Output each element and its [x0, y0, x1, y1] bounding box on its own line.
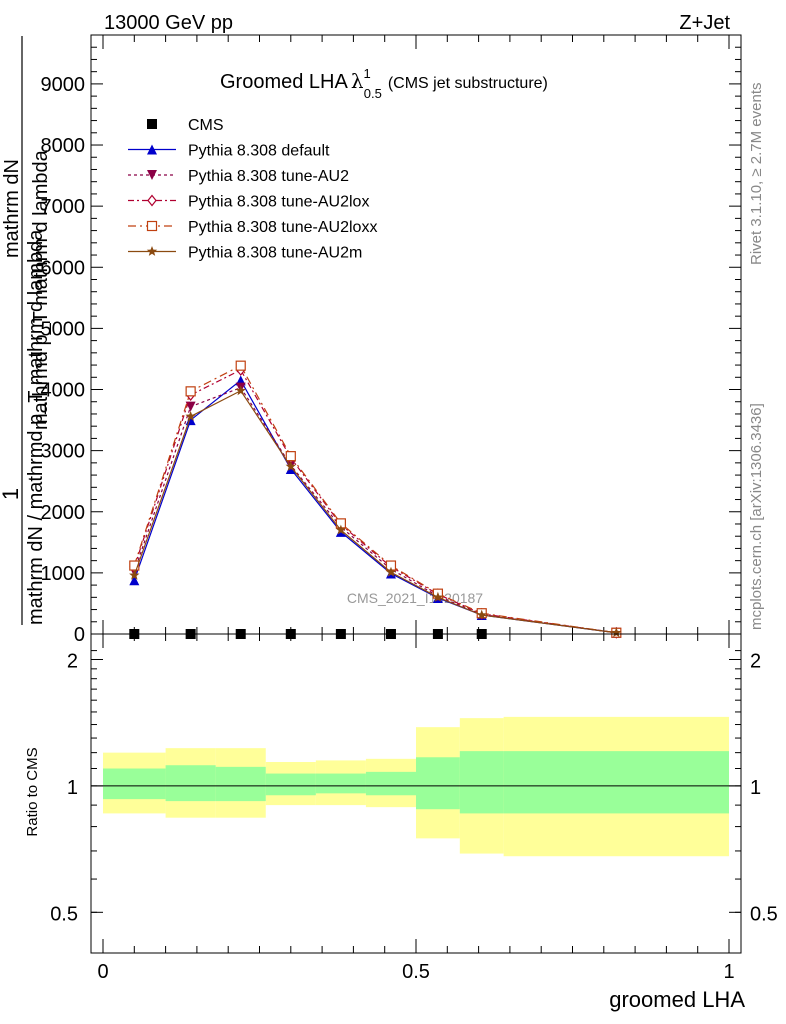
rivet-version-label: Rivet 3.1.10, ≥ 2.7M events [748, 83, 765, 266]
stat-band-segment [103, 768, 166, 800]
ratio-panel: 0.5 0.51 12 2 0 0.5 1 Ratio to CMS groomed LH… [24, 633, 778, 1012]
ratio-x-ticks: 0 0.5 1 [97, 634, 735, 983]
series-line [133, 386, 617, 634]
chart-title-note: (CMS jet substructure) [388, 75, 548, 92]
legend-marker [146, 220, 158, 232]
legend-marker [146, 246, 158, 256]
stat-band-segment [459, 751, 504, 814]
ratio-y-tick-label: 1 [67, 777, 78, 799]
legend-label: Pythia 8.308 tune-AU2m [188, 245, 362, 262]
main-y-tick-label: 1000 [41, 563, 86, 585]
legend-label: Pythia 8.308 tune-AU2lox [188, 194, 369, 211]
stat-band-segment [215, 766, 266, 802]
legend-marker [147, 144, 157, 155]
stat-band-segment [416, 757, 460, 810]
legend-label: CMS [188, 117, 224, 134]
chart-title-sub: 0.5 [364, 86, 382, 101]
mcplots-label: mcplots.cern.ch [arXiv:1306.3436] [748, 403, 765, 630]
ratio-y-tick-label: 0.5 [50, 903, 78, 925]
ratio-y-tick-label: 2 [67, 650, 78, 672]
ylabel-numerator: 1 [0, 488, 23, 500]
x-axis-label: groomed LHA [609, 987, 745, 1012]
legend-label: Pythia 8.308 tune-AU2loxx [188, 219, 377, 236]
data-point [129, 569, 140, 580]
data-point [235, 385, 246, 396]
legend-label: Pythia 8.308 tune-AU2 [188, 168, 349, 185]
data-point [285, 461, 296, 471]
data-point [335, 524, 347, 535]
x-tick-label: 0.5 [402, 961, 430, 983]
header-energy-label: 13000 GeV pp [104, 12, 233, 34]
data-point [185, 386, 196, 397]
main-y-tick-label: 7000 [41, 196, 86, 218]
data-point [129, 575, 140, 586]
data-point [385, 566, 397, 577]
main-y-tick-label: 6000 [41, 257, 86, 279]
ratio-y-tick-label-right: 0.5 [750, 903, 778, 925]
chart-title: Groomed LHA λ1 0.5 (CMS jet substructure) [220, 66, 548, 101]
ratio-y-ticks: 0.5 0.5 1 1 2 2 [50, 650, 778, 925]
data-point [285, 451, 296, 462]
data-point [432, 591, 444, 602]
main-y-tick-label: 9000 [41, 74, 86, 96]
legend-marker [147, 194, 157, 207]
legend-marker [147, 119, 157, 129]
chart-title-sup: 1 [364, 66, 371, 81]
data-point [611, 627, 622, 638]
legend: CMS Pythia 8.308 default Pythia 8.308 tune… [128, 117, 377, 262]
series-5 [129, 385, 622, 638]
stat-band-segment [315, 773, 366, 794]
stat-band-segment [165, 765, 216, 802]
ratio-y-axis-label: Ratio to CMS [24, 747, 41, 836]
ratio-bands [103, 716, 729, 857]
ylabel-denominator-top: mathrmd p_T mathrm d lambda [30, 149, 52, 430]
legend-label: Pythia 8.308 default [188, 143, 330, 160]
stat-band-segment [265, 773, 316, 796]
main-y-axis-label: 1 mathrm dN / mathrmd p_T mathrm d lambd… [0, 36, 52, 625]
ratio-y-tick-label-right: 1 [750, 777, 761, 799]
main-panel: 0 1000 2000 3000 4000 5000 6000 7000 8000 9000 CM… [0, 34, 742, 646]
main-y-tick-label: 4000 [41, 380, 86, 402]
stat-band-segment [503, 751, 729, 814]
main-y-tick-label: 0 [74, 624, 85, 646]
ylabel-numerator-top: mathrm dN [1, 159, 23, 258]
main-y-ticks: 0 1000 2000 3000 4000 5000 6000 7000 8000 9000 [41, 34, 741, 646]
chart-title-main: Groomed LHA [220, 71, 348, 93]
x-tick-label: 0 [97, 961, 108, 983]
stat-band-segment [365, 771, 416, 796]
header-process-label: Z+Jet [679, 12, 730, 34]
data-point [235, 360, 246, 371]
ylabel-denominator: mathrm dN / mathrmd p_T mathrm d lambda [25, 229, 47, 625]
main-y-tick-label: 3000 [41, 441, 86, 463]
data-point [185, 410, 196, 421]
legend-marker [147, 170, 157, 180]
main-y-tick-label: 5000 [41, 318, 86, 340]
main-y-tick-label: 2000 [41, 502, 86, 524]
x-tick-label: 1 [723, 961, 734, 983]
data-point [476, 609, 487, 620]
chart-title-symbol: λ [351, 69, 364, 93]
ratio-y-tick-label-right: 2 [750, 650, 761, 672]
analysis-watermark: CMS_2021_I1920187 [347, 590, 483, 606]
main-y-tick-label: 8000 [41, 135, 86, 157]
